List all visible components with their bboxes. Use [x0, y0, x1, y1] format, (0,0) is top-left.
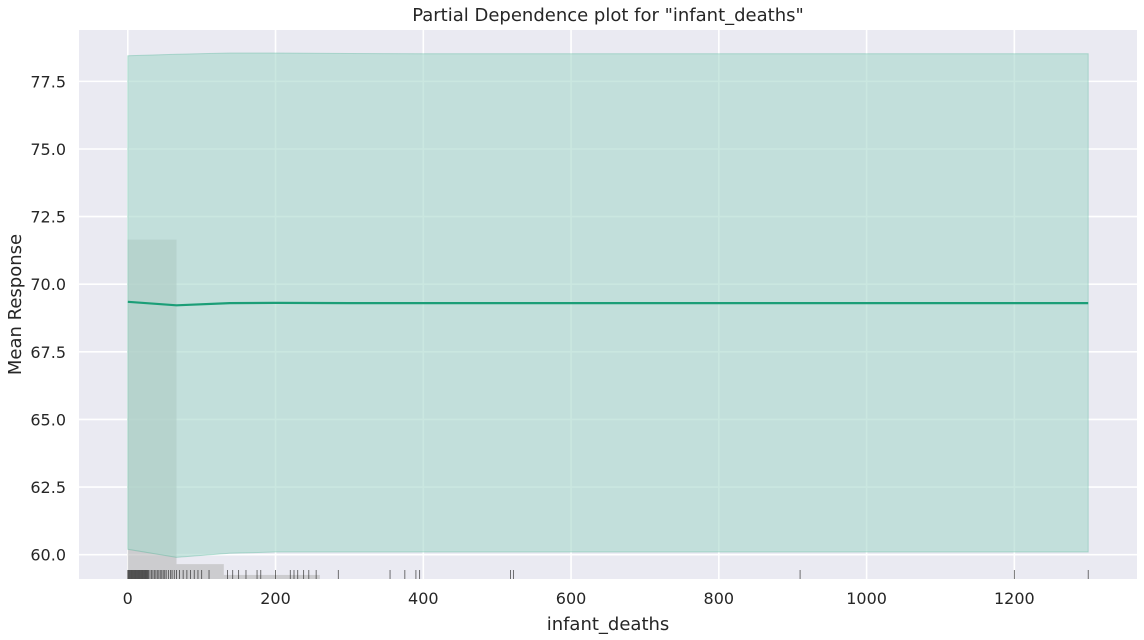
x-tick-label-5: 1000	[846, 589, 887, 608]
y-tick-label-6: 75.0	[30, 140, 66, 159]
y-tick-labels: 60.0 62.5 65.0 67.5 70.0 72.5 75.0 77.5	[30, 72, 66, 564]
y-tick-label-5: 72.5	[30, 208, 66, 227]
mean-response-line	[127, 300, 1089, 307]
y-tick-label-4: 70.0	[30, 275, 66, 294]
x-tick-label-3: 600	[556, 589, 587, 608]
y-tick-label-7: 77.5	[30, 72, 66, 91]
x-tick-labels: 0 200 400 600 800 1000 1200	[123, 589, 1035, 608]
x-tick-label-4: 800	[704, 589, 735, 608]
confidence-band	[127, 52, 1089, 558]
y-tick-label-1: 62.5	[30, 478, 66, 497]
x-tick-label-2: 400	[408, 589, 439, 608]
chart-title: Partial Dependence plot for "infant_deat…	[412, 5, 804, 26]
x-tick-label-6: 1200	[994, 589, 1035, 608]
x-tick-label-0: 0	[123, 589, 133, 608]
x-axis-title: infant_deaths	[547, 614, 670, 635]
response-line	[127, 300, 1089, 307]
y-axis-title: Mean Response	[5, 234, 26, 375]
histogram-bar-2	[223, 574, 320, 579]
confidence-band-area	[127, 52, 1089, 558]
y-tick-label-0: 60.0	[30, 546, 66, 565]
y-tick-label-3: 67.5	[30, 343, 66, 362]
rug-marks	[127, 570, 1089, 579]
x-tick-label-1: 200	[260, 589, 291, 608]
histogram-bar-1	[176, 564, 224, 579]
y-tick-label-2: 65.0	[30, 410, 66, 429]
